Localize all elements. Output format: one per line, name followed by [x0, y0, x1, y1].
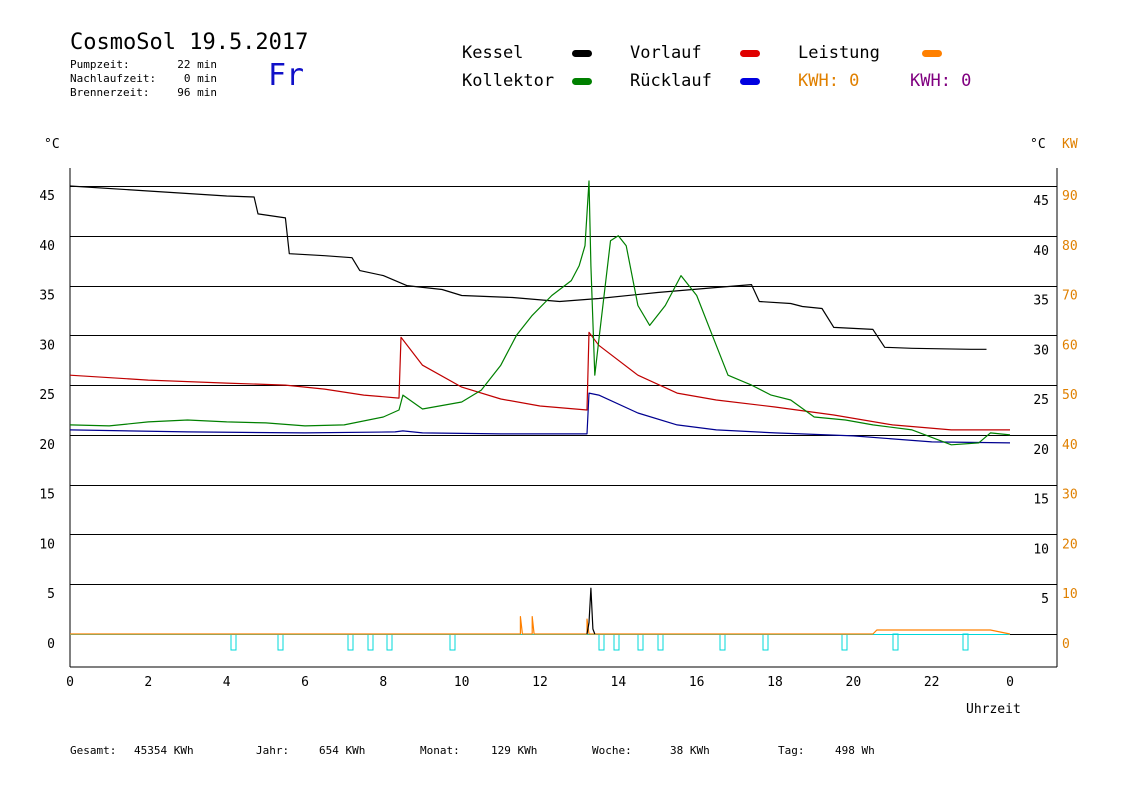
y-tick-label-left: 10: [39, 537, 55, 552]
summary-value: 654 KWh: [319, 744, 366, 757]
legend-label: Kollektor: [462, 71, 555, 91]
legend-swatch: [572, 50, 592, 57]
series-line-leistung: [70, 615, 1011, 635]
y-tick-label-right-temp: 5: [1041, 592, 1049, 607]
stat-value: 22 min: [177, 58, 217, 71]
summary-label: Woche:: [592, 744, 632, 757]
series-line-kollektor: [69, 180, 1011, 446]
x-tick-label: 10: [454, 675, 470, 690]
y-tick-label-left: 0: [47, 637, 55, 652]
x-tick-label: 2: [144, 675, 152, 690]
y-tick-label-right-power: 70: [1062, 289, 1078, 304]
y-tick-label-right-temp: 25: [1033, 393, 1049, 408]
series-line-brenner: [586, 587, 596, 635]
stat-label: Brennerzeit:: [70, 86, 150, 99]
y-tick-label-right-temp: 20: [1033, 443, 1049, 458]
y-tick-label-right-temp: 30: [1033, 343, 1049, 358]
series-line-ruecklauf: [69, 392, 1011, 444]
legend-swatch: [922, 50, 942, 57]
y-tick-label-right-power: 60: [1062, 338, 1078, 353]
x-tick-label: 16: [689, 675, 705, 690]
legend-label: Vorlauf: [630, 43, 702, 63]
y-tick-label-left: 45: [39, 189, 55, 204]
pump-pulse: [892, 633, 899, 651]
summary-label: Tag:: [778, 744, 805, 757]
y-tick-label-right-temp: 40: [1033, 244, 1049, 259]
pump-pulse: [637, 633, 644, 651]
pump-pulse: [841, 633, 848, 651]
legend-swatch: [572, 78, 592, 85]
y-tick-label-right-power: 0: [1062, 637, 1070, 652]
legend-label: Rücklauf: [630, 71, 712, 91]
pump-pulse: [277, 633, 284, 651]
pump-pulse: [598, 633, 605, 651]
legend-label: Leistung: [798, 43, 880, 63]
summary-value: 498 Wh: [835, 744, 875, 757]
summary-label: Gesamt:: [70, 744, 117, 757]
stat-label: Nachlaufzeit:: [70, 72, 157, 85]
kwh-value: KWH: 0: [910, 71, 972, 91]
summary-value: 45354 KWh: [134, 744, 194, 757]
legend-label: Kessel: [462, 43, 524, 63]
x-tick-label: 12: [532, 675, 548, 690]
y-tick-label-right-power: 80: [1062, 239, 1078, 254]
x-tick-label: 22: [924, 675, 940, 690]
y-tick-label-left: 15: [39, 488, 55, 503]
y-tick-label-right-temp: 45: [1033, 194, 1049, 209]
y-tick-label-right-power: 40: [1062, 438, 1078, 453]
summary-value: 38 KWh: [670, 744, 710, 757]
x-tick-label: 6: [301, 675, 309, 690]
pump-pulse: [230, 633, 237, 651]
left-axis-unit: °C: [44, 137, 60, 152]
x-tick-label: 8: [379, 675, 387, 690]
right-axis-unit-power: KW: [1062, 137, 1078, 152]
y-tick-label-left: 20: [39, 438, 55, 453]
legend-swatch: [740, 50, 760, 57]
x-tick-label: 14: [611, 675, 627, 690]
y-tick-label-right-power: 10: [1062, 587, 1078, 602]
y-tick-label-left: 25: [39, 388, 55, 403]
pump-pulse: [347, 633, 354, 651]
y-tick-label-right-power: 90: [1062, 189, 1078, 204]
pump-pulse: [719, 633, 726, 651]
pump-pulse: [386, 633, 393, 651]
x-tick-label: 4: [223, 675, 231, 690]
y-tick-label-right-power: 30: [1062, 488, 1078, 503]
summary-value: 129 KWh: [491, 744, 538, 757]
series-line-kessel: [69, 185, 987, 350]
x-tick-label: 0: [66, 675, 74, 690]
summary-label: Monat:: [420, 744, 460, 757]
y-tick-label-right-temp: 10: [1033, 542, 1049, 557]
pump-pulse: [449, 633, 456, 651]
y-tick-label-right-power: 50: [1062, 388, 1078, 403]
y-tick-label-right-temp: 35: [1033, 294, 1049, 309]
x-tick-label: 18: [767, 675, 783, 690]
y-tick-label-left: 40: [39, 239, 55, 254]
kwh-value: KWH: 0: [798, 71, 860, 91]
right-axis-unit-temp: °C: [1030, 137, 1046, 152]
pump-pulse: [962, 633, 969, 651]
stat-label: Pumpzeit:: [70, 58, 130, 71]
series-line-vorlauf: [69, 331, 1010, 431]
y-tick-label-left: 30: [39, 338, 55, 353]
y-tick-label-right-power: 20: [1062, 537, 1078, 552]
x-tick-label: 20: [846, 675, 862, 690]
stat-value: 96 min: [177, 86, 217, 99]
weekday-label: Fr: [268, 58, 305, 93]
page-title: CosmoSol 19.5.2017: [70, 30, 309, 55]
x-axis-label: Uhrzeit: [966, 702, 1021, 717]
y-tick-label-left: 5: [47, 587, 55, 602]
y-tick-label-right-temp: 15: [1033, 493, 1049, 508]
x-tick-label: 0: [1006, 675, 1014, 690]
pump-pulse: [762, 633, 769, 651]
pump-pulse: [657, 633, 664, 651]
pump-pulse: [367, 633, 374, 651]
y-tick-label-left: 35: [39, 289, 55, 304]
stat-value: 0 min: [183, 72, 217, 85]
summary-label: Jahr:: [256, 744, 290, 757]
pump-pulse: [613, 633, 620, 651]
legend-swatch: [740, 78, 760, 85]
